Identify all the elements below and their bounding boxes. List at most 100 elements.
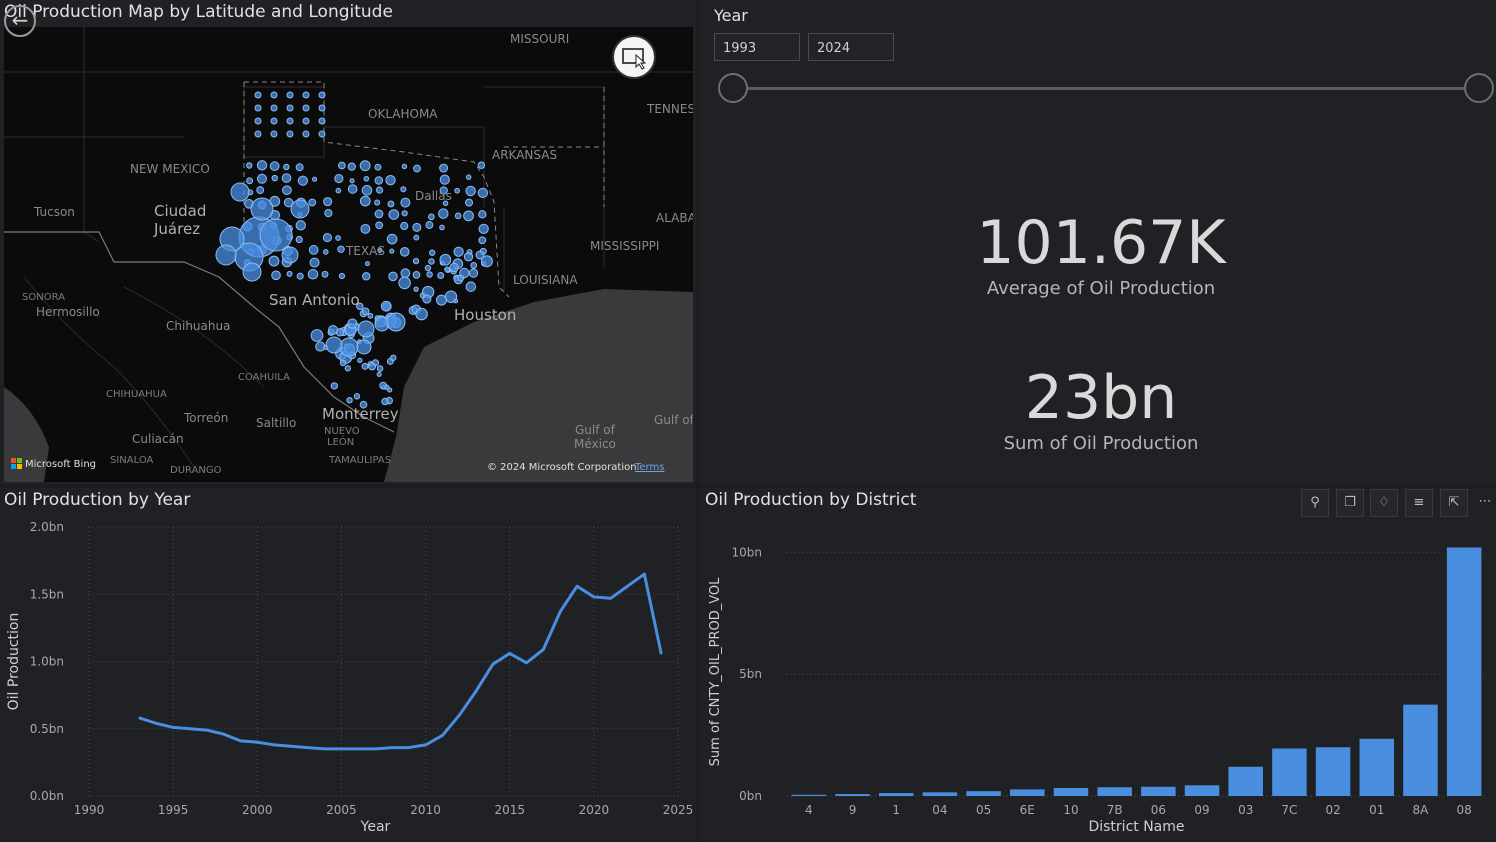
copy-icon[interactable]: ❐ bbox=[1336, 489, 1364, 517]
map-label-gulf-of: Gulf of bbox=[575, 423, 615, 437]
year-slider-start-handle[interactable] bbox=[718, 73, 748, 103]
production-bubble bbox=[478, 210, 487, 219]
x-tick-label: 1990 bbox=[74, 803, 105, 817]
line-point bbox=[407, 746, 410, 749]
production-bubble bbox=[322, 233, 332, 243]
line-point bbox=[659, 652, 663, 655]
focus-mode-button[interactable] bbox=[612, 35, 656, 79]
x-tick-label: 02 bbox=[1325, 803, 1340, 817]
line-point bbox=[441, 734, 444, 737]
x-tick-label: 03 bbox=[1238, 803, 1253, 817]
production-bubble bbox=[256, 186, 265, 195]
production-bubble bbox=[439, 163, 449, 173]
production-bubble bbox=[302, 91, 310, 99]
map-label-tamaulipas: TAMAULIPAS bbox=[329, 455, 392, 466]
production-bubble bbox=[250, 197, 274, 221]
bar-chart[interactable]: 0bn 5bn 10bn 4 9 1 04 05 6E 10 7B 06 09 03 7C 02 01 8A 08 D… bbox=[700, 488, 1496, 842]
production-bubble bbox=[246, 162, 253, 169]
production-bubble bbox=[335, 235, 341, 241]
filter-icon[interactable]: ≡ bbox=[1405, 489, 1433, 517]
production-bubble bbox=[308, 245, 319, 255]
map-label-nuevo: NUEVO bbox=[324, 426, 360, 437]
back-arrow-icon[interactable]: ← bbox=[4, 5, 36, 37]
line-chart-visual[interactable] bbox=[0, 488, 696, 842]
production-bubble bbox=[453, 246, 464, 257]
y-tick-label: 0.0bn bbox=[30, 789, 64, 803]
production-bubble bbox=[377, 247, 383, 253]
production-bubble bbox=[439, 186, 448, 195]
production-bubble bbox=[356, 339, 372, 355]
x-tick-label: 1995 bbox=[158, 803, 189, 817]
line-point bbox=[609, 597, 612, 600]
map-visual[interactable]: MISSOURI OKLAHOMA ARKANSAS TENNES NEW ME… bbox=[0, 0, 696, 484]
production-bubble bbox=[256, 173, 267, 184]
line-point bbox=[373, 747, 377, 751]
map-terms-link[interactable]: Terms bbox=[635, 462, 665, 473]
production-bubble bbox=[376, 365, 384, 372]
line-point bbox=[171, 726, 175, 729]
expand-icon[interactable]: ⇱ bbox=[1440, 489, 1468, 517]
district-bar bbox=[1097, 787, 1132, 796]
district-bar bbox=[1184, 785, 1220, 796]
map-label-saltillo: Saltillo bbox=[256, 416, 297, 430]
map-label-coahuila: COAHUILA bbox=[238, 372, 290, 383]
production-bubble bbox=[436, 294, 447, 306]
production-bubble bbox=[286, 130, 294, 138]
production-bubble bbox=[390, 354, 397, 361]
production-bubble bbox=[386, 312, 406, 332]
map-label-juarez: Juárez bbox=[154, 220, 201, 238]
year-start-input[interactable]: 1993 bbox=[714, 33, 800, 61]
production-bubble bbox=[282, 185, 292, 196]
production-bubble bbox=[295, 220, 306, 231]
y-tick-label: 1.0bn bbox=[30, 655, 64, 669]
map-label-louisiana: LOUISIANA bbox=[513, 273, 578, 287]
year-slider-end-handle[interactable] bbox=[1464, 73, 1494, 103]
map-label-san-antonio: San Antonio bbox=[269, 291, 360, 309]
production-bubble bbox=[357, 357, 363, 364]
production-bubble bbox=[296, 272, 304, 280]
production-bubble bbox=[454, 187, 460, 194]
bell-icon[interactable]: ♢ bbox=[1370, 489, 1398, 517]
map-label-tucson: Tucson bbox=[34, 205, 75, 219]
map-label-mexico: México bbox=[574, 437, 616, 451]
x-tick-label: 2025 bbox=[663, 803, 694, 817]
year-slider-track[interactable] bbox=[733, 87, 1479, 90]
line-point bbox=[256, 741, 259, 744]
production-bubble bbox=[412, 222, 422, 232]
bar-chart-title: Oil Production by District bbox=[705, 490, 917, 510]
x-tick-label: 01 bbox=[1369, 803, 1384, 817]
year-end-input[interactable]: 2024 bbox=[808, 33, 894, 61]
production-bubble bbox=[444, 266, 451, 273]
line-chart[interactable]: 0.0bn 0.5bn 1.0bn 1.5bn 2.0bn 1990 1995 2000 200… bbox=[0, 488, 696, 842]
production-bubble bbox=[339, 359, 347, 367]
map-svg[interactable] bbox=[4, 27, 693, 482]
y-tick-label: 1.5bn bbox=[30, 587, 64, 601]
line-point bbox=[491, 662, 495, 666]
pin-icon[interactable]: ⚲ bbox=[1301, 489, 1329, 517]
more-icon[interactable]: ⋯ bbox=[1478, 494, 1492, 509]
district-bar bbox=[1141, 786, 1176, 796]
production-bubble bbox=[478, 223, 489, 234]
production-bubble bbox=[480, 255, 493, 268]
map-canvas[interactable]: MISSOURI OKLAHOMA ARKANSAS TENNES NEW ME… bbox=[4, 27, 693, 482]
production-bubble bbox=[269, 161, 280, 171]
y-tick-label: 2.0bn bbox=[30, 520, 64, 534]
production-bubble bbox=[463, 210, 474, 222]
production-bubble bbox=[359, 160, 371, 172]
production-bubble bbox=[388, 209, 400, 220]
production-bubble bbox=[323, 197, 333, 207]
line-point bbox=[205, 728, 208, 732]
line-point bbox=[458, 714, 461, 717]
kpi-average: 101.67K Average of Oil Production bbox=[901, 208, 1301, 299]
production-bubble bbox=[422, 294, 432, 304]
production-bubble bbox=[374, 209, 384, 219]
production-bubble bbox=[283, 163, 290, 171]
production-bubbles bbox=[215, 91, 493, 409]
district-bar bbox=[835, 794, 870, 796]
y-tick-label: 0bn bbox=[739, 789, 762, 803]
x-tick-label: 8A bbox=[1413, 803, 1430, 817]
production-bubble bbox=[412, 257, 420, 265]
line-point bbox=[306, 746, 309, 749]
production-bubble bbox=[400, 197, 411, 208]
line-point bbox=[340, 747, 343, 751]
